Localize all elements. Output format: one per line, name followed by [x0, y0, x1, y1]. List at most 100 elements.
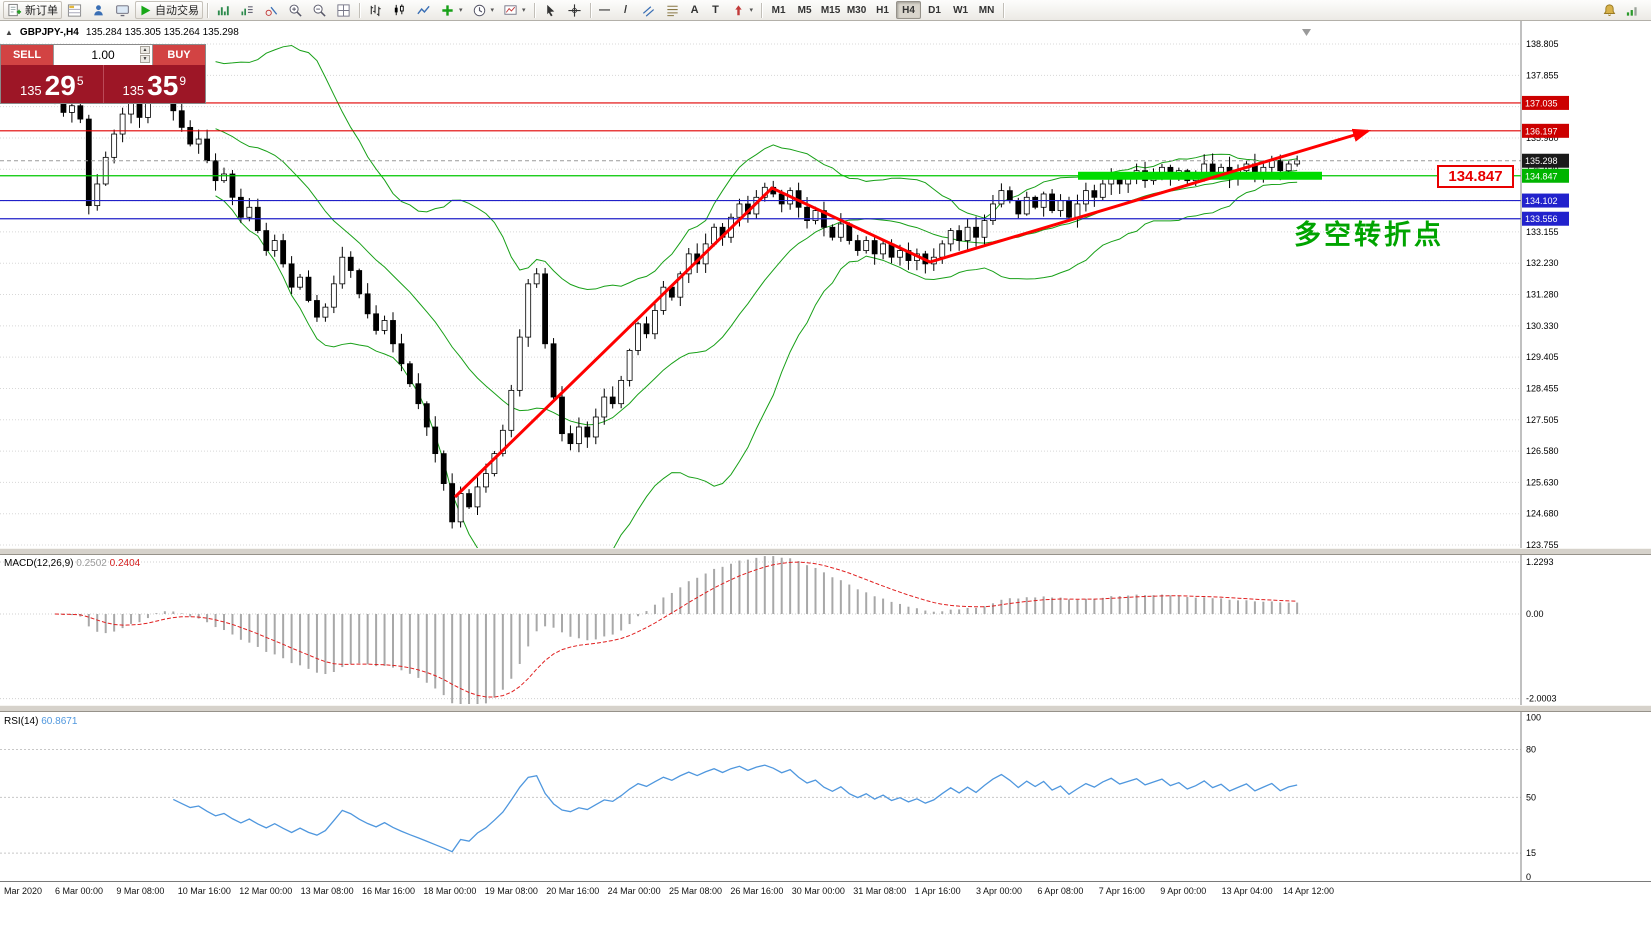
new-order-button[interactable]: 新订单	[3, 1, 62, 19]
objects-list-button[interactable]	[260, 1, 283, 19]
indicators-button[interactable]	[212, 1, 235, 19]
macd-signal-line	[54, 561, 1298, 698]
crosshair-button[interactable]	[563, 1, 586, 19]
zoom-out-icon	[313, 4, 326, 17]
svg-text:127.505: 127.505	[1526, 415, 1559, 425]
time-label: Mar 2020	[4, 886, 43, 896]
rsi-line	[173, 764, 1298, 853]
bollinger-lower	[215, 181, 1298, 548]
time-label: 12 Mar 00:00	[239, 886, 293, 896]
price-badge	[1522, 123, 1569, 138]
tile-windows-button[interactable]	[332, 1, 355, 19]
periods-button[interactable]: ▾	[468, 1, 499, 19]
zoom-in-button[interactable]	[284, 1, 307, 19]
chart-shift-marker[interactable]	[1302, 29, 1311, 36]
buy-price-point: 9	[179, 74, 187, 88]
connection-bars-icon	[1626, 6, 1637, 16]
line-chart-icon	[417, 5, 430, 14]
terminal-button[interactable]	[111, 1, 134, 19]
svg-text:15: 15	[1526, 848, 1536, 858]
zoom-out-button[interactable]	[308, 1, 331, 19]
cursor-icon	[546, 4, 554, 16]
volume-input[interactable]: 1.00 ▲ ▼	[53, 45, 153, 65]
svg-text:137.035: 137.035	[1525, 98, 1558, 108]
volume-up-button[interactable]: ▲	[140, 46, 150, 54]
svg-text:100: 100	[1526, 713, 1541, 723]
fibonacci-icon	[666, 5, 678, 16]
alerts-button[interactable]	[1598, 1, 1621, 19]
support-highlight-bar[interactable]	[1078, 171, 1322, 180]
sell-price-display[interactable]: 135 29 5	[1, 65, 103, 103]
cursor-button[interactable]	[539, 1, 562, 19]
new-order-label: 新订单	[25, 5, 58, 17]
channel-button[interactable]	[637, 1, 660, 19]
toolbar-separator	[1003, 2, 1005, 18]
macd-value-2: 0.2404	[109, 558, 141, 569]
timeframe-button-mn[interactable]: MN	[978, 4, 995, 16]
toolbar-right-group	[1598, 1, 1644, 19]
svg-text:130.330: 130.330	[1526, 321, 1559, 331]
timeframe-button-m15[interactable]: M15	[820, 4, 841, 16]
candles-chart-button[interactable]	[388, 1, 411, 19]
text-tool-icon: A	[690, 3, 699, 16]
panel-separator[interactable]	[0, 705, 1651, 712]
timeframe-button-m30[interactable]: M30	[846, 4, 867, 16]
arrow-tool-icon	[734, 4, 742, 15]
candles	[52, 64, 1301, 529]
timeframe-button-d1[interactable]: D1	[928, 4, 941, 16]
one-click-toggle[interactable]: ▲	[5, 28, 13, 37]
market-watch-icon	[67, 3, 82, 17]
timeframe-button-m1[interactable]: M1	[771, 4, 786, 16]
ohlc-values: 135.284 135.305 135.264 135.298	[85, 27, 239, 38]
time-label: 13 Mar 08:00	[300, 886, 354, 896]
indicator-list-icon	[241, 5, 253, 15]
sell-button[interactable]: SELL	[1, 45, 53, 65]
time-axis[interactable]: Mar 2020 6 Mar 00:00 9 Mar 08:00 10 Mar 16:…	[0, 881, 1651, 901]
svg-text:1.2293: 1.2293	[1526, 557, 1554, 567]
indicator-list-button[interactable]	[236, 1, 259, 19]
buy-button[interactable]: BUY	[153, 45, 205, 65]
buy-price-main: 135	[122, 82, 145, 98]
navigator-button[interactable]	[87, 1, 110, 19]
svg-text:50: 50	[1526, 792, 1536, 802]
navigator-icon	[94, 4, 103, 15]
buy-price-display[interactable]: 135 35 9	[102, 65, 206, 103]
toolbar-separator	[359, 2, 360, 18]
fibonacci-button[interactable]	[661, 1, 684, 19]
templates-button[interactable]: ▾	[499, 1, 530, 19]
arrows-tool-button[interactable]: ▾	[727, 1, 758, 19]
turning-point-note[interactable]: 多空转折点	[1294, 220, 1444, 250]
svg-text:126.580: 126.580	[1526, 446, 1559, 456]
market-watch-button[interactable]	[63, 1, 86, 19]
label-tool-button[interactable]: T	[706, 1, 726, 19]
one-click-trading-panel: SELL 1.00 ▲ ▼ BUY 135 29 5 135 35 9	[0, 44, 206, 104]
time-label: 26 Mar 16:00	[730, 886, 784, 896]
sell-price-main: 135	[19, 82, 42, 98]
autotrade-button[interactable]: 自动交易	[135, 1, 203, 19]
text-tool-button[interactable]: A	[685, 1, 705, 19]
time-label: 1 Apr 16:00	[914, 886, 961, 896]
trend-zigzag[interactable]	[453, 128, 1371, 499]
rsi-indicator-label: RSI(14) 60.8671	[4, 716, 77, 727]
timeframe-button-m5[interactable]: M5	[797, 4, 812, 16]
timeframe-button-w1[interactable]: W1	[953, 4, 969, 16]
rsi-value: 60.8671	[41, 716, 78, 727]
add-indicator-button[interactable]: ▾	[436, 1, 467, 19]
timeframe-button-h4[interactable]: H4	[896, 1, 922, 19]
horizontal-line-button[interactable]: —	[595, 1, 615, 19]
price-annotation-box[interactable]: 134.847	[1437, 165, 1514, 188]
bars-chart-icon	[370, 4, 381, 16]
panel-separator[interactable]	[0, 548, 1651, 555]
volume-down-button[interactable]: ▼	[140, 55, 150, 63]
price-badge	[1522, 193, 1569, 208]
trendline-button[interactable]: /	[616, 1, 636, 19]
bars-chart-button[interactable]	[364, 1, 387, 19]
clock-icon	[473, 4, 485, 16]
bollinger-upper	[215, 44, 1298, 290]
indicators-icon	[217, 5, 229, 15]
time-label: 31 Mar 08:00	[853, 886, 907, 896]
timeframe-button-h1[interactable]: H1	[876, 4, 889, 16]
toolbar: 新订单 自动交易 ▾	[0, 0, 1651, 21]
line-chart-button[interactable]	[412, 1, 435, 19]
